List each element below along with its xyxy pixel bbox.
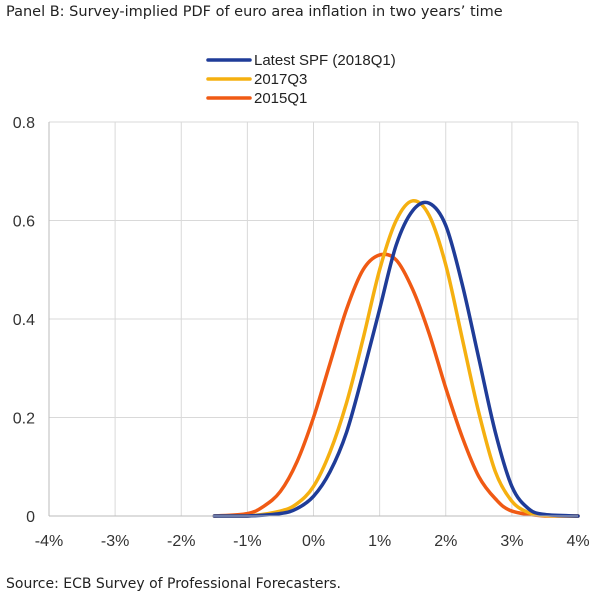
source-note: Source: ECB Survey of Professional Forec… [6,576,341,592]
x-tick-label: 3% [500,533,523,550]
legend-label: 2015Q1 [254,90,307,107]
legend-label: Latest SPF (2018Q1) [254,52,396,69]
x-tick-label: 2% [434,533,457,550]
x-tick-label: -3% [101,533,129,550]
y-tick-label: 0.2 [13,411,35,428]
x-tick-label: -1% [233,533,261,550]
axes: -4% -3% -2% -1% 0% 1% 2% 3% 4% 0 0.2 0.4 0.6 0.8 [13,115,590,550]
x-tick-label: 4% [566,533,589,550]
y-tick-label: 0.4 [13,312,35,329]
grid-lines [48,121,579,517]
x-tick-label: 1% [368,533,391,550]
legend-label: 2017Q3 [254,71,307,88]
y-tick-label: 0 [26,509,35,526]
x-tick-label: -4% [35,533,63,550]
x-tick-label: -2% [167,533,195,550]
series-lines [212,199,580,518]
y-tick-label: 0.6 [13,214,35,231]
series-line-2017q3 [212,199,580,518]
legend: Latest SPF (2018Q1) 2017Q3 2015Q1 [206,52,396,107]
x-tick-label: 0% [302,533,325,550]
y-tick-label: 0.8 [13,115,35,132]
panel-title: Panel B: Survey-implied PDF of euro area… [6,4,503,20]
series-line-2015q1 [212,252,580,518]
series-line-latest-spf-2018q1 [212,200,580,518]
